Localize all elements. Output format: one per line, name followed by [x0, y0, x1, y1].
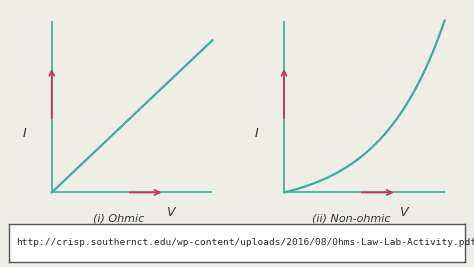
Text: V: V: [399, 206, 407, 219]
Text: V: V: [166, 206, 175, 219]
Text: http://crisp.southernct.edu/wp-content/uploads/2016/08/Ohms-Law-Lab-Activity.pdf: http://crisp.southernct.edu/wp-content/u…: [16, 238, 474, 248]
Text: (ii) Non-ohmic: (ii) Non-ohmic: [311, 214, 390, 223]
Text: I: I: [255, 127, 259, 140]
Text: (i) Ohmic: (i) Ohmic: [93, 214, 144, 223]
Text: I: I: [23, 127, 27, 140]
